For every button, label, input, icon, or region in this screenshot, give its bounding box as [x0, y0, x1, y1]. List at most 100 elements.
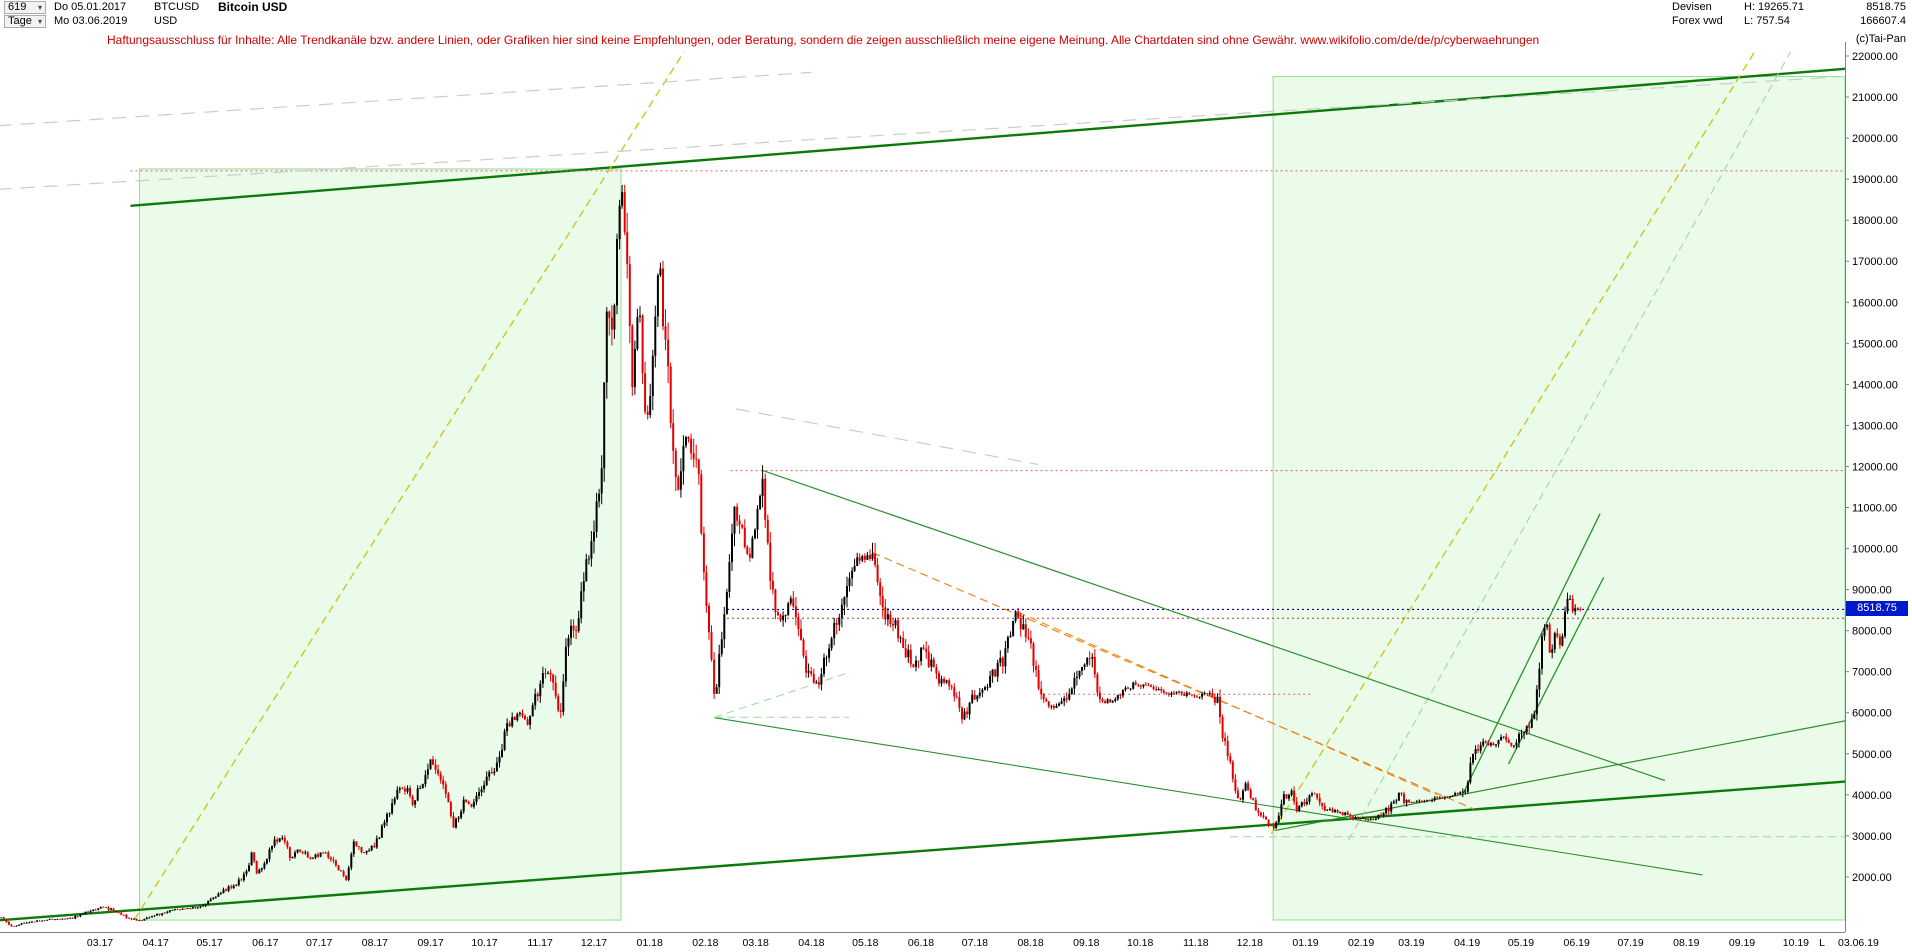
svg-text:15000.00: 15000.00	[1852, 338, 1898, 350]
svg-text:04.17: 04.17	[143, 937, 169, 949]
svg-text:7000.00: 7000.00	[1852, 667, 1892, 679]
svg-text:10.19: 10.19	[1783, 937, 1809, 949]
svg-text:13000.00: 13000.00	[1852, 420, 1898, 432]
parabolic-2017-line	[133, 51, 685, 921]
svg-text:5000.00: 5000.00	[1852, 749, 1892, 761]
y-axis-labels: 22000.00 21000.00 20000.00 19000.00 18000.00…	[1845, 51, 1898, 884]
source-label: Forex vwd	[1672, 15, 1723, 27]
accumulation-zone-2019	[1272, 76, 1845, 921]
svg-text:12.17: 12.17	[581, 937, 607, 949]
old-gray-line-1	[0, 75, 1845, 190]
instrument-title: Bitcoin USD	[218, 0, 288, 14]
descending-2018-lower-line	[714, 717, 1703, 876]
svg-text:09.19: 09.19	[1729, 937, 1755, 949]
last-price-value: 8518.75	[1866, 1, 1906, 13]
timeframe-value: Tage	[8, 15, 32, 27]
svg-text:16000.00: 16000.00	[1852, 297, 1898, 309]
toolbar-row-1: 619 ▾ Do 05.01.2017 BTCUSD Bitcoin USD	[4, 1, 287, 14]
range-end-date: Mo 03.06.2019	[54, 15, 128, 27]
svg-text:04.19: 04.19	[1454, 937, 1480, 949]
svg-text:02.19: 02.19	[1348, 937, 1374, 949]
period-high-label: H: 19265.71	[1744, 1, 1804, 13]
svg-text:17000.00: 17000.00	[1852, 256, 1898, 268]
bars-count-value: 619	[8, 1, 27, 13]
svg-text:14000.00: 14000.00	[1852, 379, 1898, 391]
svg-text:09.17: 09.17	[417, 937, 443, 949]
svg-text:10.17: 10.17	[471, 937, 497, 949]
svg-text:10.18: 10.18	[1127, 937, 1153, 949]
svg-text:19000.00: 19000.00	[1852, 174, 1898, 186]
timeframe-dropdown[interactable]: Tage ▾	[4, 15, 46, 28]
support-2019-line	[1274, 720, 1845, 832]
svg-text:06.17: 06.17	[252, 937, 278, 949]
last-bar-label: L	[1819, 937, 1825, 949]
svg-text:02.18: 02.18	[692, 937, 718, 949]
svg-text:10000.00: 10000.00	[1852, 544, 1898, 556]
svg-text:07.17: 07.17	[306, 937, 332, 949]
copyright-label: (c)Tai-Pan	[1855, 33, 1906, 45]
x-axis-labels: 03.17 04.17 05.17 06.17 07.17 08.17 09.17 10.17…	[87, 937, 1879, 949]
trend-lines	[0, 51, 1845, 922]
svg-text:08.18: 08.18	[1017, 937, 1043, 949]
svg-text:05.19: 05.19	[1508, 937, 1534, 949]
rally-channel-line-1	[1462, 513, 1601, 794]
svg-text:18000.00: 18000.00	[1852, 215, 1898, 227]
svg-text:09.18: 09.18	[1073, 937, 1099, 949]
svg-text:07.18: 07.18	[962, 937, 988, 949]
disclaimer-text: Haftungsausschluss für Inhalte: Alle Tre…	[107, 33, 1540, 47]
svg-text:03.18: 03.18	[743, 937, 769, 949]
lower-channel-line	[0, 780, 1845, 922]
quote-info-panel: Devisen H: 19265.71 8518.75 Forex vwd L:…	[1672, 1, 1906, 28]
range-start-date: Do 05.01.2017	[54, 1, 127, 13]
svg-text:08.19: 08.19	[1673, 937, 1699, 949]
toolbar-row-2: Tage ▾ Mo 03.06.2019 USD	[4, 15, 210, 28]
chevron-down-icon: ▾	[37, 3, 42, 12]
svg-text:01.19: 01.19	[1292, 937, 1318, 949]
upper-channel-line	[130, 67, 1845, 207]
parabolic-2019-line	[1270, 51, 1756, 835]
svg-text:08.17: 08.17	[362, 937, 388, 949]
svg-text:11000.00: 11000.00	[1852, 503, 1897, 515]
wedge-feb18-upper-line	[714, 672, 850, 718]
svg-text:6000.00: 6000.00	[1852, 708, 1892, 720]
svg-text:07.19: 07.19	[1617, 937, 1643, 949]
chevron-down-icon: ▾	[37, 17, 42, 26]
svg-text:21000.00: 21000.00	[1852, 92, 1898, 104]
svg-text:8000.00: 8000.00	[1852, 626, 1892, 638]
svg-text:03.17: 03.17	[87, 937, 113, 949]
market-label: Devisen	[1672, 1, 1712, 13]
svg-text:22000.00: 22000.00	[1852, 51, 1898, 63]
svg-text:12.18: 12.18	[1237, 937, 1263, 949]
svg-text:3000.00: 3000.00	[1852, 831, 1892, 843]
svg-text:06.18: 06.18	[908, 937, 934, 949]
last-bar-date: 03.06.19	[1838, 937, 1879, 949]
volume-value: 166607.4	[1860, 15, 1906, 27]
svg-text:12000.00: 12000.00	[1852, 462, 1898, 474]
bars-count-dropdown[interactable]: 619 ▾	[4, 1, 46, 14]
highlight-zones	[139, 76, 1845, 921]
svg-text:2000.00: 2000.00	[1852, 872, 1892, 884]
svg-text:05.18: 05.18	[852, 937, 878, 949]
current-price-tag: 8518.75	[1846, 601, 1908, 616]
period-low-label: L: 757.54	[1744, 15, 1790, 27]
symbol-code: BTCUSD	[154, 1, 200, 13]
svg-text:20000.00: 20000.00	[1852, 133, 1898, 145]
svg-text:04.18: 04.18	[798, 937, 824, 949]
svg-text:4000.00: 4000.00	[1852, 790, 1892, 802]
svg-text:06.19: 06.19	[1564, 937, 1590, 949]
svg-text:05.17: 05.17	[196, 937, 222, 949]
orange-trend-line-1	[872, 552, 1475, 810]
descending-2018-line	[762, 470, 1665, 782]
old-gray-line-2	[735, 408, 1038, 465]
parabolic-2019-inner-line	[1348, 51, 1791, 841]
old-gray-line-3	[0, 71, 812, 127]
svg-text:03.19: 03.19	[1398, 937, 1424, 949]
svg-text:9000.00: 9000.00	[1852, 585, 1892, 597]
svg-text:11.18: 11.18	[1183, 937, 1209, 949]
svg-text:11.17: 11.17	[527, 937, 553, 949]
accumulation-zone-2017	[139, 168, 622, 921]
orange-trend-line-2	[1017, 611, 1437, 796]
currency-code: USD	[154, 15, 178, 27]
